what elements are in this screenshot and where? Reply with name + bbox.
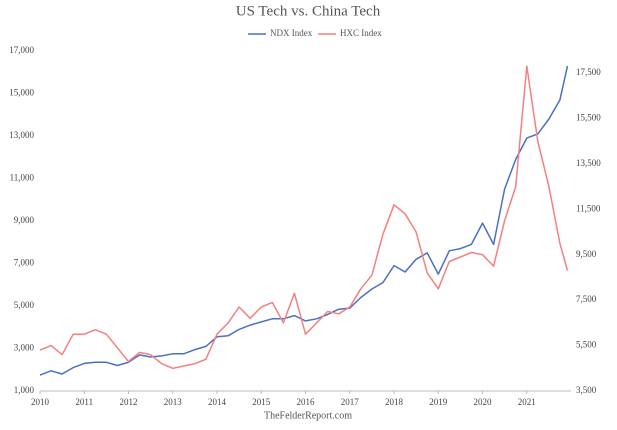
x-tick-label: 2010 bbox=[31, 397, 50, 407]
x-tick-label: 2021 bbox=[518, 397, 536, 407]
y2-tick-label: 15,500 bbox=[576, 113, 601, 123]
x-tick-label: 2013 bbox=[164, 397, 183, 407]
y-tick-label: 17,000 bbox=[9, 45, 34, 55]
y-tick-label: 3,000 bbox=[14, 343, 35, 353]
y-tick-label: 9,000 bbox=[14, 215, 35, 225]
x-tick-label: 2011 bbox=[75, 397, 93, 407]
y2-tick-label: 3,500 bbox=[576, 385, 597, 395]
legend-label: NDX Index bbox=[270, 28, 313, 38]
y-tick-label: 7,000 bbox=[14, 258, 35, 268]
x-tick-label: 2015 bbox=[252, 397, 271, 407]
chart-title: US Tech vs. China Tech bbox=[236, 3, 381, 19]
series-line bbox=[39, 65, 569, 376]
y2-tick-label: 13,500 bbox=[576, 158, 601, 168]
y2-tick-label: 11,500 bbox=[576, 203, 601, 213]
x-tick-label: 2014 bbox=[208, 397, 227, 407]
legend-label: HXC Index bbox=[340, 28, 382, 38]
series-line bbox=[39, 65, 569, 370]
x-tick-label: 2012 bbox=[120, 397, 138, 407]
x-tick-label: 2017 bbox=[341, 397, 360, 407]
y2-tick-label: 5,500 bbox=[576, 340, 597, 350]
y-tick-label: 1,000 bbox=[14, 385, 35, 395]
y2-tick-label: 17,500 bbox=[576, 67, 601, 77]
y2-tick-label: 7,500 bbox=[576, 294, 597, 304]
x-tick-label: 2019 bbox=[429, 397, 448, 407]
y-tick-label: 15,000 bbox=[9, 88, 34, 98]
source: TheFelderReport.com bbox=[264, 410, 352, 421]
x-tick-label: 2020 bbox=[474, 397, 493, 407]
y2-tick-label: 9,500 bbox=[576, 249, 597, 259]
y-tick-label: 11,000 bbox=[10, 173, 35, 183]
y-tick-label: 13,000 bbox=[9, 130, 34, 140]
x-tick-label: 2018 bbox=[385, 397, 404, 407]
x-tick-label: 2016 bbox=[297, 397, 316, 407]
y-tick-label: 5,000 bbox=[14, 300, 35, 310]
